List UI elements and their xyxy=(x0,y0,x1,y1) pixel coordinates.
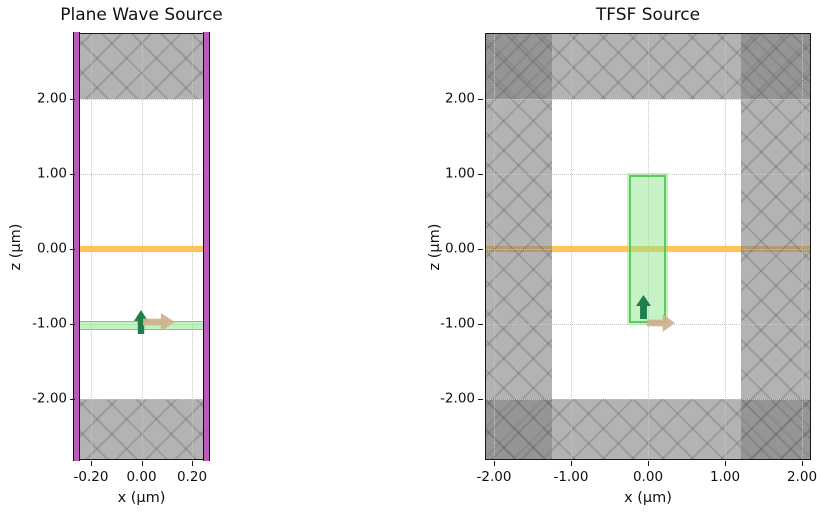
z-tick-label: -2.00 xyxy=(32,390,67,407)
z-tick-mark xyxy=(70,249,75,250)
tfsf-source-box-border xyxy=(629,175,666,323)
x-tick-mark xyxy=(571,461,572,466)
z-tick-mark xyxy=(70,324,75,325)
plane-wave-plot: Plane Wave Source -0.20 0.00 0.20 xyxy=(8,5,223,506)
tfsf-plot-title: TFSF Source xyxy=(595,5,701,25)
tfsf-plot: TFSF Source -2.00 -1.00 xyxy=(427,5,817,506)
z-tick-label: -1.00 xyxy=(32,315,67,332)
x-axis-label: x (μm) xyxy=(624,490,672,506)
gridline-horizontal xyxy=(77,399,206,400)
z-tick-label: 1.00 xyxy=(36,165,67,182)
z-tick-mark xyxy=(70,99,75,100)
gridline-vertical xyxy=(91,33,92,460)
x-tick-label: 0.00 xyxy=(126,469,157,485)
gridline-vertical xyxy=(141,33,143,460)
z-tick-mark xyxy=(70,174,75,175)
gridline-vertical xyxy=(571,33,572,460)
boundary-band-right xyxy=(203,32,210,461)
tfsf-source-box xyxy=(627,173,668,325)
boundary-band-left xyxy=(73,32,80,461)
x-tick-label: 0.00 xyxy=(632,469,664,485)
z-tick-label: -1.00 xyxy=(440,315,475,332)
z-tick-label: 0.00 xyxy=(444,240,475,257)
x-tick-label: -0.20 xyxy=(73,469,109,485)
z-tick-mark xyxy=(478,174,483,175)
x-tick-mark xyxy=(141,461,143,466)
z-tick-mark xyxy=(478,99,483,100)
x-tick-mark xyxy=(648,461,649,466)
x-tick-mark xyxy=(494,461,495,466)
gridline-horizontal xyxy=(485,99,811,100)
z-tick-label: -2.00 xyxy=(440,390,475,407)
gridline-vertical xyxy=(725,33,726,460)
gridline-horizontal xyxy=(77,174,206,175)
x-tick-label: -2.00 xyxy=(476,469,512,485)
z-axis-label: z (μm) xyxy=(8,223,24,270)
gridline-horizontal xyxy=(485,399,811,400)
x-axis-label: x (μm) xyxy=(117,490,166,506)
x-tick-label: 0.20 xyxy=(176,469,208,485)
x-tick-mark xyxy=(91,461,92,466)
x-tick-mark xyxy=(802,461,803,466)
gridline-vertical xyxy=(192,33,193,460)
z-axis-label: z (μm) xyxy=(427,223,443,270)
pml-region-right xyxy=(741,33,811,460)
z-tick-mark xyxy=(478,399,483,400)
x-tick-mark xyxy=(192,461,193,466)
x-tick-label: 1.00 xyxy=(709,469,741,485)
pml-region-left xyxy=(485,33,552,460)
z-tick-label: 1.00 xyxy=(444,165,475,182)
z-tick-mark xyxy=(70,399,75,400)
z-tick-mark xyxy=(478,324,483,325)
gridline-horizontal xyxy=(77,249,206,250)
x-tick-mark xyxy=(725,461,726,466)
x-tick-label: 2.00 xyxy=(786,469,818,485)
z-tick-label: 0.00 xyxy=(36,240,67,257)
z-tick-label: 2.00 xyxy=(444,90,475,107)
z-tick-label: 2.00 xyxy=(36,90,67,107)
gridline-vertical xyxy=(494,33,495,460)
z-tick-mark xyxy=(478,249,483,250)
x-tick-label: -1.00 xyxy=(553,469,589,485)
gridline-vertical xyxy=(802,33,803,460)
plane-wave-plot-title: Plane Wave Source xyxy=(60,5,223,25)
gridline-horizontal xyxy=(77,99,206,100)
